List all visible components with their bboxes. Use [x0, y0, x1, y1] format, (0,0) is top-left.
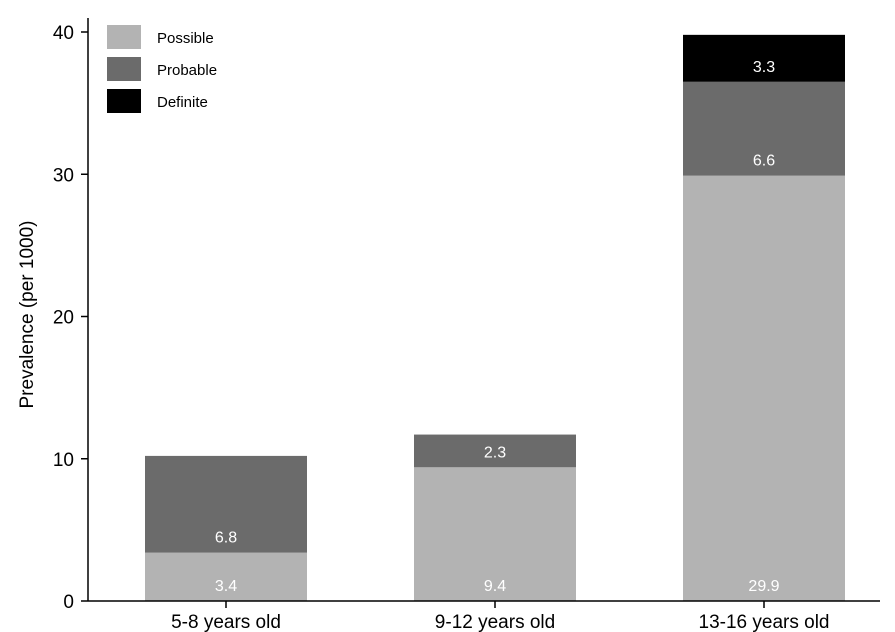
data-label-probable: 6.8 — [215, 530, 237, 547]
x-category-label: 13-16 years old — [699, 612, 830, 632]
data-labels-group: 3.4 6.8 9.4 2.3 29.9 6.6 3.3 — [215, 59, 780, 595]
legend-label-possible: Possible — [157, 30, 214, 47]
data-label-probable: 2.3 — [484, 444, 506, 461]
data-label-probable: 6.6 — [753, 153, 775, 170]
legend: Possible Probable Definite — [107, 25, 217, 113]
bars-group — [145, 34, 845, 602]
legend-label-probable: Probable — [157, 62, 217, 79]
x-category-label: 9-12 years old — [435, 612, 555, 632]
data-label-possible: 29.9 — [748, 578, 779, 595]
y-tick-label: 20 — [53, 308, 74, 329]
legend-label-definite: Definite — [157, 94, 208, 111]
x-ticks-group: 5-8 years old 9-12 years old 13-16 years o… — [171, 601, 829, 632]
bar-segment-possible — [145, 552, 307, 601]
y-ticks-group: 0 10 20 30 40 — [53, 23, 88, 613]
legend-swatch-definite — [107, 89, 141, 113]
legend-swatch-probable — [107, 57, 141, 81]
data-label-definite: 3.3 — [753, 59, 775, 76]
x-category-label: 5-8 years old — [171, 612, 281, 632]
bar-segment-probable — [683, 81, 845, 176]
y-axis-title: Prevalence (per 1000) — [17, 221, 38, 409]
y-tick-label: 40 — [53, 23, 74, 44]
bar-segment-possible — [683, 175, 845, 602]
bar-segment-possible — [414, 467, 576, 601]
data-label-possible: 9.4 — [484, 578, 506, 595]
y-tick-label: 30 — [53, 165, 74, 186]
bar-segment-probable — [414, 434, 576, 468]
data-label-possible: 3.4 — [215, 578, 237, 595]
y-tick-label: 0 — [63, 592, 74, 613]
legend-swatch-possible — [107, 25, 141, 49]
y-tick-label: 10 — [53, 450, 74, 471]
bar-segment-probable — [145, 455, 307, 553]
axes-group — [87, 18, 880, 602]
bar-segment-definite — [683, 34, 845, 82]
